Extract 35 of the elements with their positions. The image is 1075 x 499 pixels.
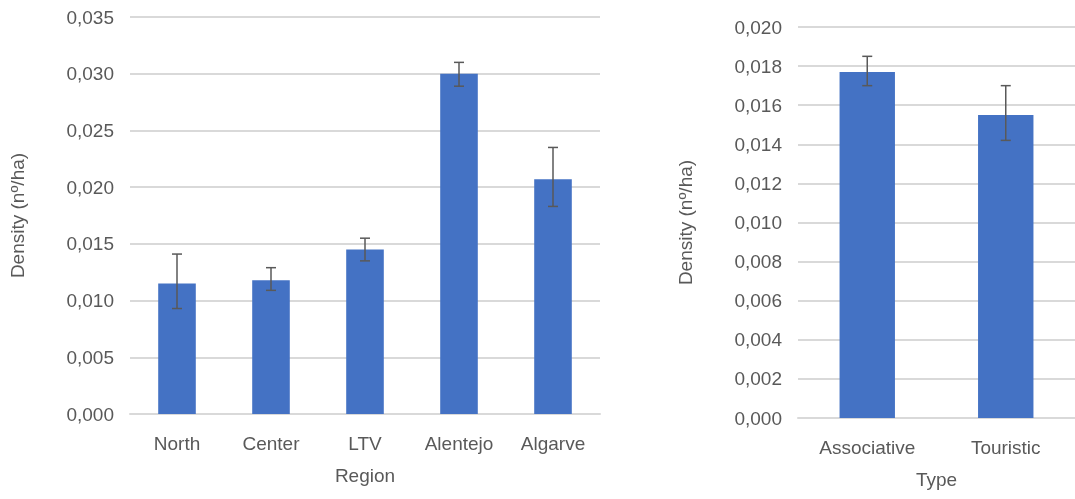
- y-tick-label: 0,004: [734, 329, 783, 351]
- bar: [534, 179, 572, 414]
- y-tick-label: 0,010: [734, 212, 782, 233]
- y-tick-label: 0,000: [734, 407, 782, 429]
- y-tick-label: 0,014: [734, 133, 783, 155]
- y-tick-label: 0,000: [66, 403, 114, 425]
- y-tick-label: 0,018: [734, 55, 782, 77]
- bar: [440, 73, 478, 414]
- x-axis-title: Region: [334, 465, 396, 486]
- x-tick-label: LTV: [348, 433, 383, 454]
- y-tick-label: 0,005: [66, 346, 114, 368]
- y-tick-label: 0,020: [734, 16, 782, 38]
- y-tick-label: 0,020: [66, 176, 114, 198]
- bar: [158, 283, 196, 414]
- y-tick-label: 0,025: [66, 119, 114, 141]
- x-tick-label: Center: [242, 433, 301, 454]
- x-tick-label: Alentejo: [424, 433, 494, 454]
- y-tick-label: 0,016: [734, 94, 782, 116]
- y-tick-label: 0,015: [66, 233, 114, 255]
- x-tick-label: Associative: [819, 437, 916, 458]
- y-tick-label: 0,010: [66, 290, 114, 312]
- y-axis-title: Density (nº/ha): [7, 152, 28, 279]
- y-tick-label: 0,012: [734, 172, 782, 194]
- y-tick-label: 0,008: [734, 251, 782, 273]
- y-tick-label: 0,035: [66, 6, 114, 28]
- x-tick-label: Touristic: [970, 437, 1041, 458]
- x-tick-label: North: [153, 433, 201, 454]
- y-tick-label: 0,030: [66, 63, 114, 85]
- x-axis-title: Type: [915, 469, 958, 490]
- y-tick-label: 0,002: [734, 368, 782, 390]
- bar: [346, 249, 384, 414]
- y-axis-title: Density (nº/ha): [675, 159, 696, 286]
- bar: [252, 280, 290, 414]
- y-tick-label: 0,006: [734, 290, 782, 312]
- x-tick-label: Algarve: [520, 433, 586, 454]
